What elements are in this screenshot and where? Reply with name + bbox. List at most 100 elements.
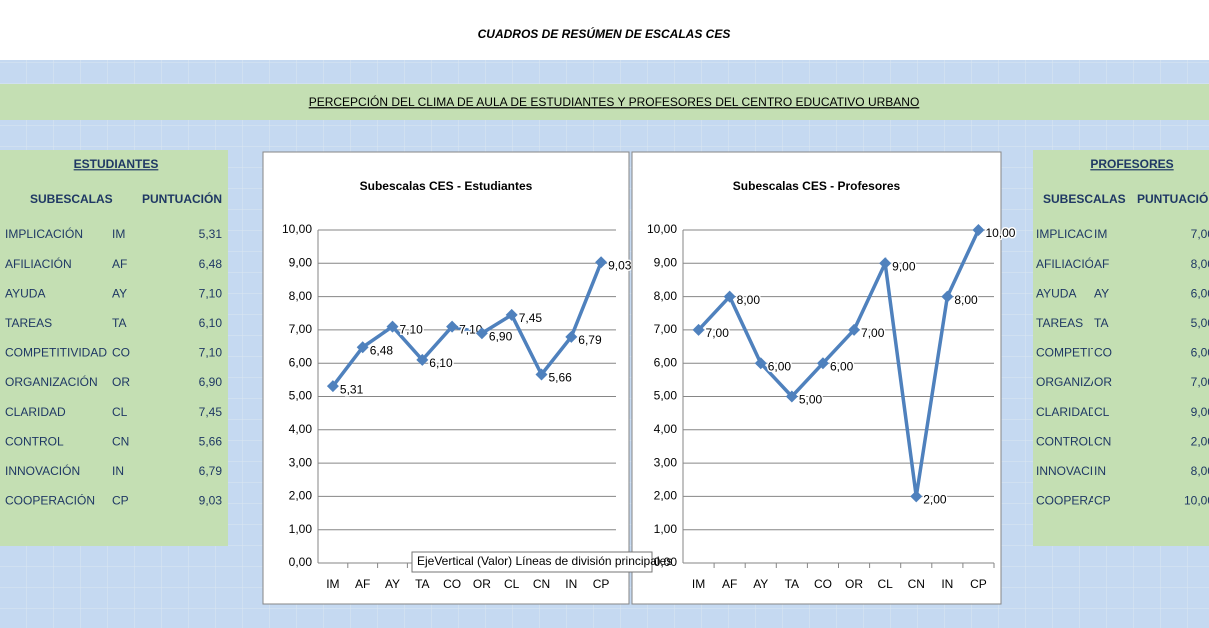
x-tick-label: CN xyxy=(908,577,925,591)
score: 7,10 xyxy=(199,346,223,360)
y-tick-label: 4,00 xyxy=(654,422,678,436)
marker xyxy=(326,380,339,393)
subscale-code: IN xyxy=(1094,464,1106,478)
score: 2,00 xyxy=(1191,434,1209,448)
marker xyxy=(692,323,705,336)
chart-title: Subescalas CES - Estudiantes xyxy=(360,179,533,193)
name-cell: AYUDA xyxy=(5,286,45,300)
marker xyxy=(972,224,985,236)
y-tick-label: 8,00 xyxy=(654,289,678,303)
x-tick-label: IM xyxy=(326,577,339,591)
score: 8,00 xyxy=(1191,464,1209,478)
subscale-name: INNOVACIÓN xyxy=(5,463,80,478)
x-tick-label: CO xyxy=(814,577,832,591)
marker xyxy=(565,330,578,343)
data-label: 7,00 xyxy=(706,326,730,340)
data-label: 5,00 xyxy=(799,393,823,407)
x-tick-label: AY xyxy=(385,577,400,591)
subscale-code: CO xyxy=(112,346,130,360)
x-tick-label: IN xyxy=(565,577,577,591)
marker xyxy=(785,390,798,403)
name-cell: IMPLICACIÓN xyxy=(5,226,83,241)
name-cell: TAREAS xyxy=(5,316,52,330)
data-label: 5,31 xyxy=(340,382,364,396)
x-tick-label: CP xyxy=(970,577,987,591)
score: 10,00 xyxy=(1184,494,1209,508)
subscale-name: CONTROL xyxy=(5,434,64,448)
x-tick-label: OR xyxy=(473,577,491,591)
table-header: PUNTUACIÓN xyxy=(1137,191,1209,206)
score: 9,00 xyxy=(1191,405,1209,419)
subscale-name: ORGANIZACIÓN xyxy=(5,374,98,389)
marker xyxy=(754,357,767,370)
y-tick-label: 1,00 xyxy=(289,522,313,536)
page-title: CUADROS DE RESÚMEN DE ESCALAS CES xyxy=(478,26,731,41)
y-tick-label: 2,00 xyxy=(654,489,678,503)
y-tick-label: 6,00 xyxy=(289,355,313,369)
score: 7,00 xyxy=(1191,375,1209,389)
y-tick-label: 3,00 xyxy=(289,455,313,469)
table-header: SUBESCALAS xyxy=(30,192,113,206)
score: 6,48 xyxy=(199,257,223,271)
name-cell: CONTROL xyxy=(1036,434,1093,448)
x-tick-label: TA xyxy=(785,577,799,591)
subscale-name: CLARIDAD xyxy=(1036,405,1097,419)
banner: PERCEPCIÓN DEL CLIMA DE AULA DE ESTUDIAN… xyxy=(309,94,920,109)
name-cell: AFILIACIÓN xyxy=(5,256,72,271)
x-tick-label: CL xyxy=(504,577,520,591)
score: 5,00 xyxy=(1191,316,1209,330)
score: 6,10 xyxy=(199,316,223,330)
data-label: 6,10 xyxy=(429,356,453,370)
subscale-name: AFILIACIÓN xyxy=(1036,256,1103,271)
table-header: PUNTUACIÓN xyxy=(142,191,222,206)
name-cell: IMPLICACIÓN xyxy=(1036,226,1093,241)
x-tick-label: TA xyxy=(415,577,429,591)
subscale-name: IMPLICACIÓN xyxy=(5,226,83,241)
marker xyxy=(505,308,518,321)
gap xyxy=(0,56,1209,60)
subscale-code: IN xyxy=(112,464,124,478)
table-header: SUBESCALAS xyxy=(1043,192,1126,206)
marker xyxy=(475,327,488,340)
subscale-code: AF xyxy=(112,257,127,271)
subscale-name: TAREAS xyxy=(1036,316,1083,330)
score: 6,79 xyxy=(199,464,223,478)
data-label: 6,00 xyxy=(830,359,854,373)
subscale-name: COMPETITIVIDAD xyxy=(5,346,107,360)
subscale-code: CL xyxy=(1094,405,1110,419)
score: 5,31 xyxy=(199,227,223,241)
subscale-name: COMPETITIVIDAD xyxy=(1036,346,1138,360)
subscale-code: CN xyxy=(1094,434,1111,448)
chart-title: Subescalas CES - Profesores xyxy=(733,179,901,193)
y-tick-label: 9,00 xyxy=(289,255,313,269)
score: 9,03 xyxy=(199,494,223,508)
banner-bg xyxy=(0,84,1209,120)
score: 6,00 xyxy=(1191,286,1209,300)
x-tick-label: CL xyxy=(877,577,893,591)
x-tick-label: CP xyxy=(593,577,610,591)
y-tick-label: 7,00 xyxy=(654,322,678,336)
marker xyxy=(595,256,608,269)
data-label: 10,00 xyxy=(985,226,1015,240)
subscale-code: TA xyxy=(112,316,126,330)
x-tick-label: IN xyxy=(941,577,953,591)
marker xyxy=(910,490,923,503)
score: 6,00 xyxy=(1191,346,1209,360)
subscale-name: ORGANIZACIÓN xyxy=(1036,374,1129,389)
marker xyxy=(941,290,954,303)
subscale-code: IM xyxy=(1094,227,1107,241)
x-tick-label: OR xyxy=(845,577,863,591)
data-label: 7,45 xyxy=(519,311,543,325)
subscale-name: COOPERACIÓN xyxy=(5,493,95,508)
y-tick-label: 10,00 xyxy=(647,222,677,236)
data-label: 9,00 xyxy=(892,259,916,273)
y-tick-label: 5,00 xyxy=(654,389,678,403)
name-cell: COOPERACIÓN xyxy=(1036,493,1093,508)
subscale-code: OR xyxy=(1094,375,1112,389)
y-tick-label: 9,00 xyxy=(654,255,678,269)
students-bg xyxy=(0,150,228,546)
name-cell: COOPERACIÓN xyxy=(5,493,95,508)
x-tick-label: AF xyxy=(722,577,737,591)
x-tick-label: IM xyxy=(692,577,705,591)
name-cell: AYUDA xyxy=(1036,286,1076,300)
